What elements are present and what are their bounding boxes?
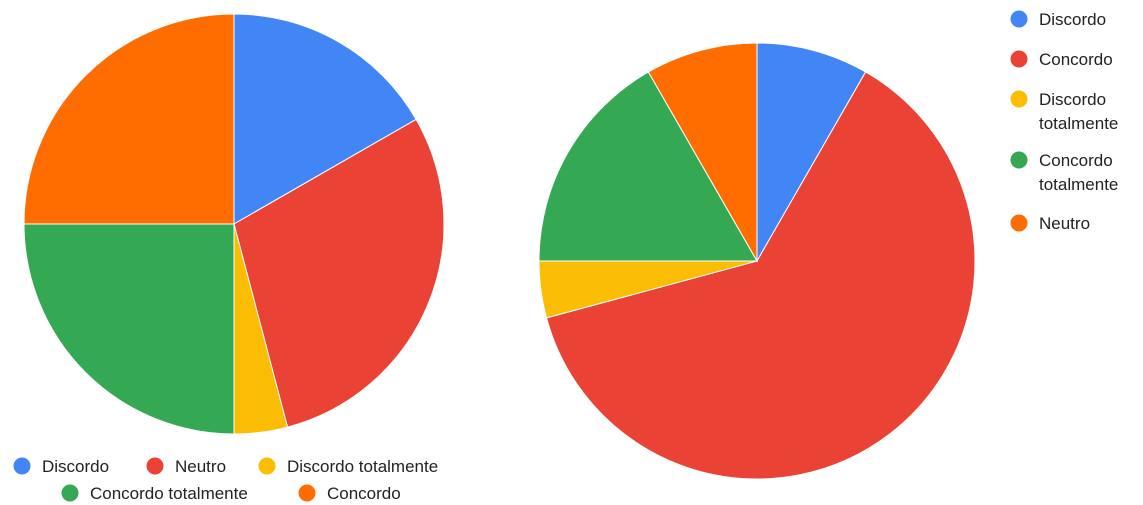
legend-marker (1010, 151, 1028, 169)
legend-label: totalmente (1039, 175, 1118, 194)
legend-label: Discordo totalmente (287, 457, 438, 476)
legend-marker (61, 484, 79, 502)
pie-slice-concordo (545, 71, 976, 480)
legend-marker (1010, 90, 1028, 108)
pie-slice-neutro (647, 42, 758, 263)
legend-label: Discordo (1039, 90, 1106, 109)
legend-label: Concordo totalmente (90, 484, 248, 503)
pie-slice-concordo (23, 13, 235, 225)
pie-slice-discordo (233, 13, 417, 225)
legend-label: Concordo (1039, 50, 1113, 69)
legend-label: Concordo (327, 484, 401, 503)
legend-label: Discordo (1039, 10, 1106, 29)
legend-marker (13, 457, 31, 475)
legend-label: Neutro (175, 457, 226, 476)
pie-chart-left (23, 13, 445, 435)
pie-slice-concordo-totalmente (23, 223, 235, 435)
legend-marker (1010, 50, 1028, 68)
legend-left: Discordo Neutro Discordo totalmente Concord… (13, 457, 438, 503)
legend-label: totalmente (1039, 114, 1118, 133)
legend-marker (1010, 10, 1028, 28)
legend-right: Discordo Concordo Discordo totalmente Concor… (1010, 10, 1118, 233)
legend-label: Discordo (42, 457, 109, 476)
pie-slice-concordo-totalmente (538, 71, 758, 262)
legend-marker (1010, 214, 1028, 232)
legend-label: Neutro (1039, 214, 1090, 233)
pie-chart-right (538, 42, 976, 480)
legend-marker (298, 484, 316, 502)
legend-marker (258, 457, 276, 475)
legend-label: Concordo (1039, 151, 1113, 170)
pie-slice-discordo (756, 42, 867, 263)
legend-marker (146, 457, 164, 475)
pie-slice-neutro (233, 118, 445, 428)
